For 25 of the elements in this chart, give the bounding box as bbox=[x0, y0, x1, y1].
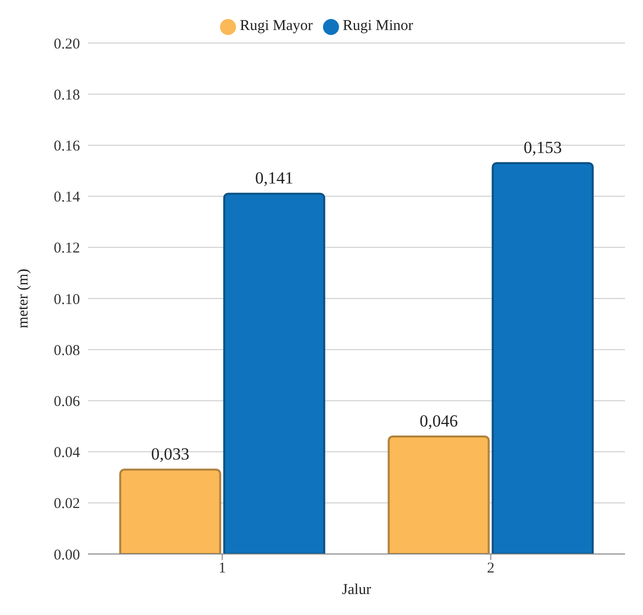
y-tick-label: 0.02 bbox=[54, 496, 80, 512]
y-tick-label: 0.08 bbox=[54, 342, 80, 359]
y-tick-label: 0.00 bbox=[54, 547, 80, 564]
y-tick-label: 0.14 bbox=[54, 190, 80, 206]
y-tick-label: 0.20 bbox=[54, 36, 80, 52]
y-tick-label: 0.12 bbox=[54, 240, 80, 257]
y-tick-label: 0.04 bbox=[54, 445, 80, 462]
bar bbox=[492, 162, 594, 554]
y-tick-label: 0.06 bbox=[54, 394, 80, 410]
y-tick-label: 0.16 bbox=[54, 138, 80, 155]
y-tick-label: 0.10 bbox=[54, 292, 80, 308]
data-label: 0,141 bbox=[255, 168, 294, 188]
bar bbox=[388, 435, 490, 554]
bar bbox=[223, 192, 326, 554]
data-label: 0,033 bbox=[151, 444, 190, 464]
data-label: 0,153 bbox=[524, 138, 562, 158]
y-tick-label: 0.18 bbox=[54, 87, 80, 104]
x-tick-label: 1 bbox=[218, 560, 226, 577]
x-tick-label: 2 bbox=[487, 560, 494, 577]
data-label: 0,046 bbox=[420, 411, 458, 430]
x-axis-title: Jalur bbox=[342, 582, 372, 598]
legend-label: Rugi Minor bbox=[342, 18, 414, 34]
y-axis-title: meter (m) bbox=[15, 268, 32, 328]
legend-label: Rugi Mayor bbox=[240, 18, 313, 34]
bar bbox=[119, 468, 222, 554]
